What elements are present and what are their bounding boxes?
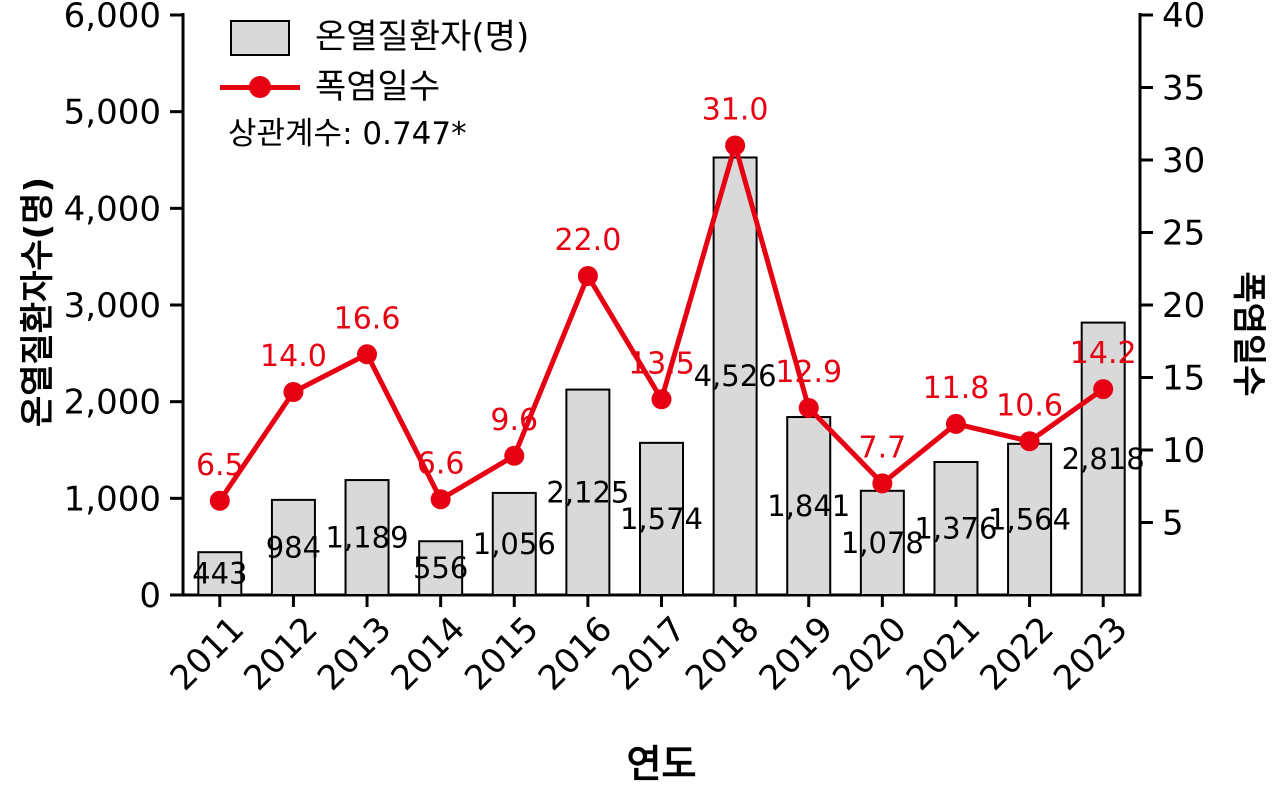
- line-value-label-2023: 14.2: [1070, 336, 1137, 371]
- left-axis-title: 온열질환자수(명): [18, 176, 58, 428]
- bar-value-label-2020: 1,078: [841, 526, 924, 560]
- right-tick-label: 40: [1162, 0, 1205, 36]
- x-tick-label: 2018: [678, 609, 767, 698]
- bar-value-label-2014: 556: [413, 551, 468, 585]
- line-value-label-2016: 22.0: [554, 223, 621, 258]
- bar-value-label-2017: 1,574: [620, 502, 703, 536]
- line-marker-2022: [1019, 431, 1040, 452]
- bar-value-label-2018: 4,526: [694, 359, 777, 393]
- x-tick-label: 2020: [825, 609, 914, 698]
- right-tick-label: 15: [1162, 359, 1205, 399]
- bar-2014: [418, 540, 464, 597]
- x-tick-label: 2015: [457, 609, 546, 698]
- x-tick-label: 2014: [384, 609, 473, 698]
- left-tick-label: 5,000: [64, 93, 161, 133]
- line-value-label-2011: 6.5: [196, 448, 244, 483]
- bar-value-label-2023: 2,818: [1062, 442, 1145, 476]
- bar-value-label-2011: 443: [192, 557, 247, 591]
- line-marker-2017: [651, 389, 672, 410]
- legend-bar-swatch: [230, 20, 290, 56]
- x-tick-label: 2019: [752, 609, 841, 698]
- right-tick-label: 30: [1162, 141, 1205, 181]
- line-marker-2019: [798, 397, 819, 418]
- bar-2015: [491, 491, 537, 597]
- bar-2016: [565, 388, 611, 597]
- line-value-label-2013: 16.6: [334, 301, 401, 336]
- bar-2019: [786, 416, 832, 596]
- left-tick-label: 0: [139, 576, 161, 616]
- bar-2022: [1007, 442, 1053, 596]
- x-tick-label: 2016: [531, 609, 620, 698]
- bar-2013: [344, 479, 390, 596]
- line-value-label-2012: 14.0: [260, 339, 327, 374]
- line-marker-2014: [430, 489, 451, 510]
- left-tick-label: 1,000: [64, 479, 161, 519]
- bar-2017: [639, 441, 684, 597]
- left-tick-label: 2,000: [64, 383, 161, 423]
- x-tick-label: 2017: [604, 609, 693, 698]
- left-tick-label: 3,000: [64, 286, 161, 326]
- bar-value-label-2016: 2,125: [546, 475, 629, 509]
- bar-2012: [270, 498, 316, 597]
- line-marker-2013: [357, 344, 378, 365]
- x-tick-label: 2022: [972, 609, 1061, 698]
- line-value-label-2015: 9.6: [490, 403, 538, 438]
- right-tick-label: 20: [1162, 286, 1205, 326]
- line-marker-2023: [1093, 379, 1114, 400]
- x-tick-label: 2021: [899, 609, 988, 698]
- bar-value-label-2013: 1,189: [326, 521, 409, 555]
- right-axis-title: 폭염일수: [1228, 271, 1268, 397]
- correlation-annotation: 상관계수: 0.747*: [228, 116, 467, 152]
- x-tick-label: 2011: [163, 609, 252, 698]
- right-tick-label: 10: [1162, 431, 1205, 471]
- bar-2021: [933, 460, 979, 596]
- left-tick-label: 6,000: [64, 0, 161, 36]
- line-marker-2020: [872, 473, 893, 494]
- line-value-label-2018: 31.0: [702, 93, 769, 128]
- line-marker-2015: [504, 445, 525, 466]
- bar-2020: [859, 489, 905, 596]
- line-marker-2016: [577, 266, 598, 286]
- bar-2023: [1080, 321, 1126, 596]
- bar-value-label-2015: 1,056: [473, 527, 556, 561]
- x-tick-label: 2023: [1046, 609, 1135, 698]
- legend-item-bar-label: 온열질환자(명): [315, 17, 530, 57]
- bar-2018: [712, 156, 758, 596]
- line-marker-2018: [725, 135, 746, 156]
- right-tick-label: 25: [1162, 214, 1205, 254]
- x-tick-label: 2012: [236, 609, 325, 698]
- right-tick-label: 35: [1162, 69, 1205, 109]
- legend-line-marker-icon: [249, 76, 271, 98]
- bar-2011: [197, 551, 243, 597]
- left-tick-label: 4,000: [64, 189, 161, 229]
- bar-value-label-2022: 1,564: [988, 502, 1071, 536]
- bar-value-label-2019: 1,841: [767, 489, 850, 523]
- x-tick-label: 2013: [310, 609, 399, 698]
- line-value-label-2021: 11.8: [923, 371, 990, 406]
- line-value-label-2019: 12.9: [775, 355, 842, 390]
- line-value-label-2020: 7.7: [858, 430, 906, 465]
- line-value-label-2022: 10.6: [996, 388, 1063, 423]
- bar-value-label-2012: 984: [266, 530, 321, 564]
- line-marker-2012: [283, 382, 304, 402]
- legend-line-sample: [220, 73, 300, 101]
- bar-value-label-2021: 1,376: [914, 511, 997, 545]
- legend-item-line-label: 폭염일수: [315, 67, 441, 107]
- line-marker-2011: [209, 490, 230, 511]
- line-value-label-2014: 6.6: [417, 446, 465, 481]
- line-value-label-2017: 13.5: [628, 346, 695, 381]
- right-tick-label: 5: [1162, 504, 1184, 544]
- line-marker-2021: [945, 413, 966, 434]
- x-axis-title: 연도: [626, 742, 697, 786]
